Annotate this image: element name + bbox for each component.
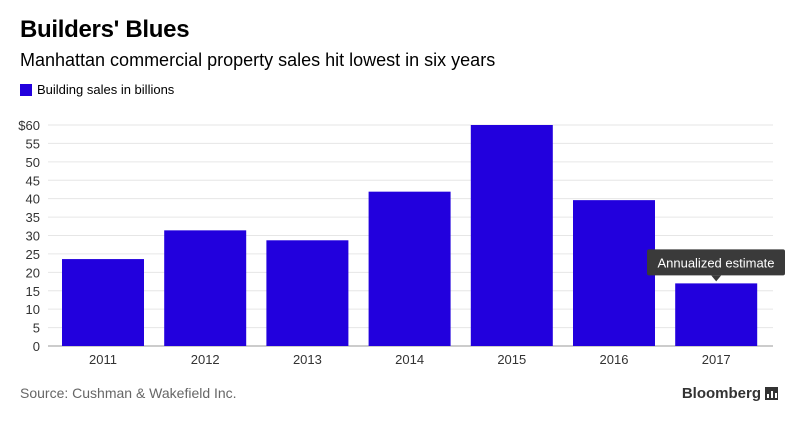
y-tick-label: $60 <box>18 118 40 133</box>
y-tick-label: 25 <box>26 247 40 262</box>
chart-subtitle: Manhattan commercial property sales hit … <box>20 50 496 70</box>
x-tick-label: 2014 <box>395 352 424 367</box>
y-tick-label: 45 <box>26 173 40 188</box>
legend-swatch <box>20 83 32 96</box>
bar <box>164 230 247 346</box>
y-tick-label: 35 <box>26 210 40 225</box>
y-tick-label: 15 <box>26 284 40 299</box>
bar <box>470 125 553 346</box>
brand-logo: Bloomberg <box>682 385 778 402</box>
y-tick-label: 40 <box>26 192 40 207</box>
y-tick-label: 0 <box>33 339 40 354</box>
y-tick-label: 10 <box>26 302 40 317</box>
annotation-label: Annualized estimate <box>657 255 774 270</box>
bar <box>62 259 144 346</box>
x-tick-label: 2011 <box>89 352 117 367</box>
annotation-box <box>647 249 785 276</box>
y-tick-label: 55 <box>26 136 40 151</box>
y-tick-label: 50 <box>26 155 40 170</box>
bar <box>368 191 451 346</box>
x-tick-label: 2017 <box>702 352 731 367</box>
brand-name: Bloomberg <box>681 385 761 402</box>
bar <box>266 240 349 346</box>
y-tick-label: 20 <box>26 265 40 280</box>
y-tick-label: 30 <box>26 229 40 244</box>
x-tick-label: 2015 <box>497 352 526 367</box>
annotation-pointer <box>711 275 722 282</box>
legend-label: Building sales in billions <box>37 82 175 97</box>
x-tick-label: 2012 <box>191 352 220 367</box>
source-note: Source: Cushman & Wakefield Inc. <box>20 385 237 401</box>
x-tick-label: 2016 <box>600 352 629 367</box>
bar <box>573 200 655 346</box>
y-tick-label: 5 <box>33 321 40 336</box>
bar-chart-icon <box>765 387 778 400</box>
x-tick-label: 2013 <box>293 352 322 367</box>
chart-title: Builders' Blues <box>20 16 190 43</box>
chart-legend: Building sales in billions <box>20 82 174 97</box>
bar <box>675 283 758 346</box>
